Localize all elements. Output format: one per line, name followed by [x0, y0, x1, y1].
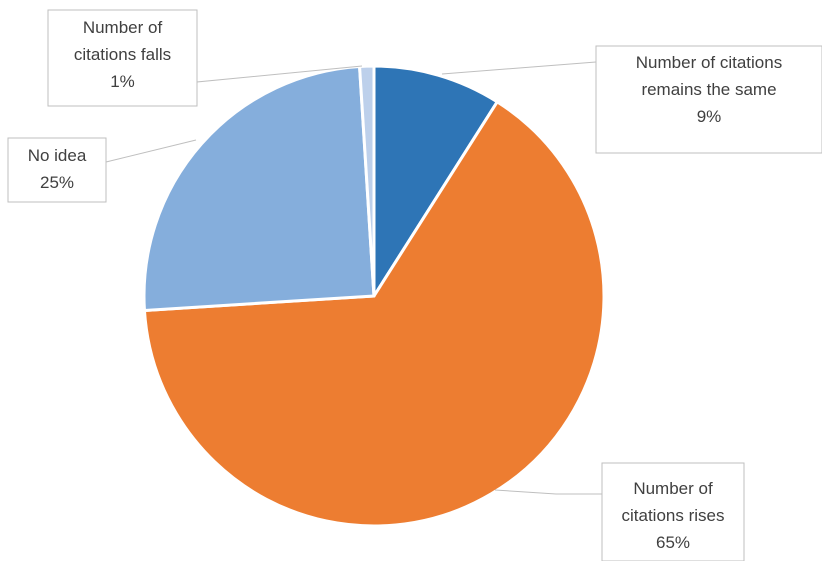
leader-line-1: [494, 489, 602, 495]
pie-slice-2: [142, 64, 376, 312]
data-label-text-3-0: Number of: [83, 18, 163, 37]
data-label-value-1: 65%: [656, 533, 690, 552]
pie-slices: [142, 64, 606, 528]
data-label-3: Number of citations falls 1%: [47, 9, 198, 107]
pie-slice-1: [142, 100, 606, 528]
data-label-text-2-0: No idea: [28, 146, 87, 165]
data-label-box-1: [601, 462, 745, 561]
data-label-box-2: [7, 137, 107, 203]
data-label-value-0: 9%: [697, 107, 722, 126]
data-label-1: Number of citations rises 65%: [601, 462, 745, 561]
data-label-0: Number of citations remains the same 9%: [595, 45, 822, 154]
data-label-box-3: [47, 9, 198, 107]
data-label-box-0: [595, 45, 822, 154]
pie-slice-0: [372, 64, 499, 298]
data-label-text-1-1: citations rises: [622, 506, 725, 525]
data-label-text-3-1: citations falls: [74, 45, 171, 64]
leader-line-2: [105, 139, 197, 163]
data-label-text-0-0: Number of citations: [636, 53, 782, 72]
data-label-text-1-0: Number of: [633, 479, 713, 498]
data-label-value-3: 1%: [110, 72, 135, 91]
leader-line-0: [441, 61, 597, 75]
data-label-value-2: 25%: [40, 173, 74, 192]
data-label-text-0-1: remains the same: [641, 80, 776, 99]
data-label-2: No idea 25%: [7, 137, 107, 203]
